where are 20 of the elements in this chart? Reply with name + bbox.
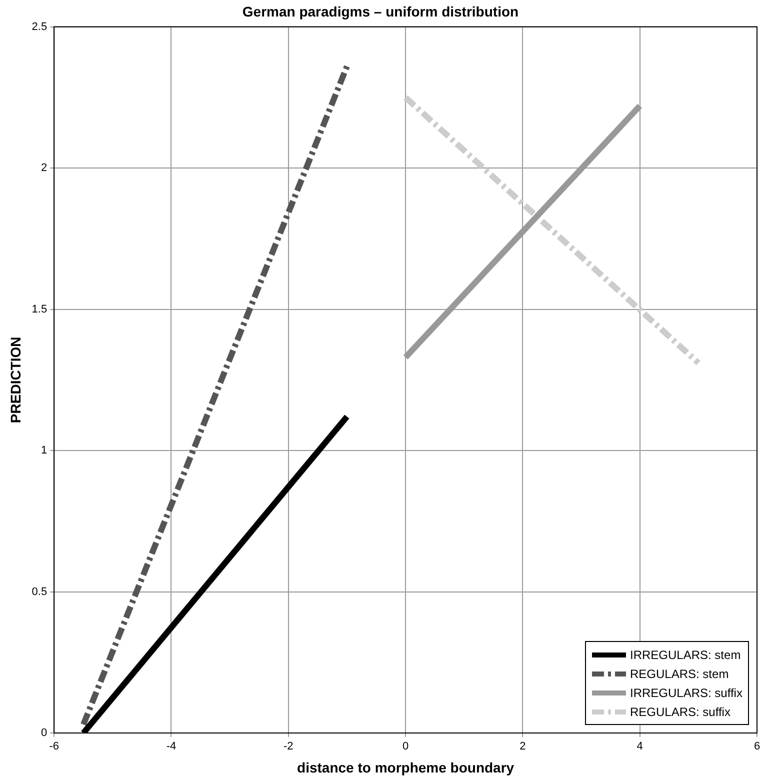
x-tick-label: -2 — [284, 740, 294, 753]
x-axis-title: distance to morpheme boundary — [297, 759, 514, 776]
x-tick-label: -4 — [166, 740, 176, 753]
x-tick-label: -6 — [49, 740, 59, 753]
chart-title: German paradigms – uniform distribution — [242, 3, 519, 20]
y-tick-label: 2.5 — [32, 20, 48, 33]
y-tick-label: 1 — [40, 444, 48, 457]
y-tick-label: 0.5 — [32, 586, 48, 598]
y-tick-label: 2 — [40, 162, 48, 174]
x-tick-label: 2 — [520, 740, 526, 753]
legend-label: IRREGULARS: stem — [630, 648, 741, 662]
legend-label: REGULARS: stem — [630, 666, 729, 680]
x-tick-label: 4 — [636, 740, 643, 753]
y-tick-label: 1.5 — [32, 303, 48, 316]
legend-label: IRREGULARS: suffix — [630, 686, 742, 700]
y-tick-label: 0 — [40, 727, 48, 740]
y-axis-title: PREDICTION — [7, 336, 24, 424]
x-tick-label: 6 — [754, 740, 760, 753]
legend-label: REGULARS: suffix — [630, 704, 730, 718]
x-tick-label: 0 — [402, 740, 409, 753]
